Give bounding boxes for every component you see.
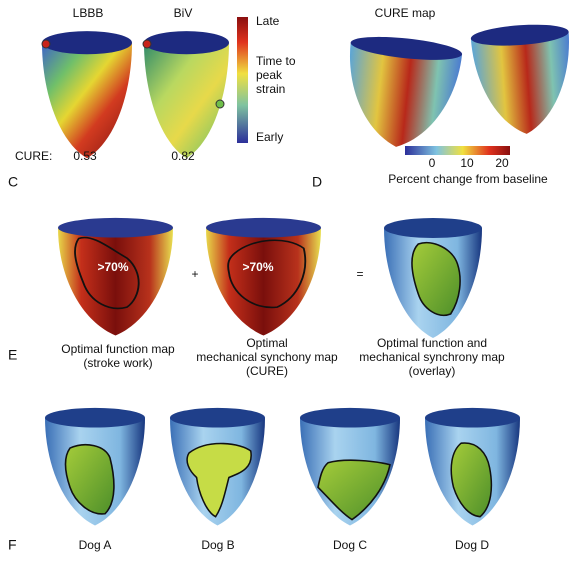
colorbar-label: strain	[256, 82, 285, 96]
colorbar-label: Early	[256, 130, 283, 144]
heart	[470, 24, 576, 138]
colorbar-tick: 0	[429, 156, 436, 170]
column-label: LBBB	[73, 6, 104, 20]
caption: (CURE)	[246, 364, 288, 378]
marker	[142, 39, 152, 49]
colorbar-tick: 10	[460, 156, 474, 170]
heart	[45, 407, 145, 526]
heart	[425, 407, 520, 526]
colorbar-label: Late	[256, 14, 280, 28]
heart	[58, 217, 173, 336]
panel-label: C	[8, 174, 18, 190]
region-label: >70%	[242, 260, 273, 274]
caption: Optimal function map	[61, 342, 175, 356]
cure-value: 0.53	[73, 149, 97, 163]
colorbar-tick: 20	[495, 156, 509, 170]
panel-f: Dog A Dog B Dog C Dog D F	[8, 407, 520, 553]
marker	[41, 39, 51, 49]
heart	[144, 31, 229, 159]
dog-label: Dog D	[455, 538, 489, 552]
dog-label: Dog A	[79, 538, 112, 552]
panel-e: >70% >70% + = Optimal function map (stro…	[8, 217, 505, 378]
caption: Optimal	[246, 336, 287, 350]
panel-d: CURE map 0 10 20 Percent change from bas…	[312, 6, 576, 190]
heart	[340, 36, 463, 153]
cure-value: 0.82	[171, 149, 195, 163]
dog-label: Dog B	[201, 538, 234, 552]
panel-c: LBBB BiV Late Time to peak strain Early …	[8, 6, 296, 190]
dog-label: Dog C	[333, 538, 367, 552]
cure-label: CURE:	[15, 149, 52, 163]
caption: Optimal function and	[377, 336, 487, 350]
colorbar-label: Percent change from baseline	[388, 172, 548, 186]
operator: =	[356, 267, 363, 281]
colorbar-label: peak	[256, 68, 283, 82]
operator: +	[191, 267, 198, 281]
panel-label: F	[8, 537, 17, 553]
colorbar	[405, 146, 510, 155]
heart	[300, 407, 400, 526]
caption: (overlay)	[409, 364, 456, 378]
caption: mechanical synchony map	[196, 350, 338, 364]
heart	[384, 218, 482, 338]
marker	[215, 99, 225, 109]
colorbar-label: Time to	[256, 54, 296, 68]
heart	[42, 31, 132, 159]
caption: mechanical synchrony map	[359, 350, 505, 364]
caption: (stroke work)	[83, 356, 152, 370]
column-label: BiV	[174, 6, 193, 20]
panel-title: CURE map	[375, 6, 436, 20]
panel-label: E	[8, 347, 17, 363]
heart	[206, 217, 321, 336]
heart	[170, 407, 265, 526]
colorbar	[237, 17, 248, 143]
panel-label: D	[312, 174, 322, 190]
region-label: >70%	[97, 260, 128, 274]
